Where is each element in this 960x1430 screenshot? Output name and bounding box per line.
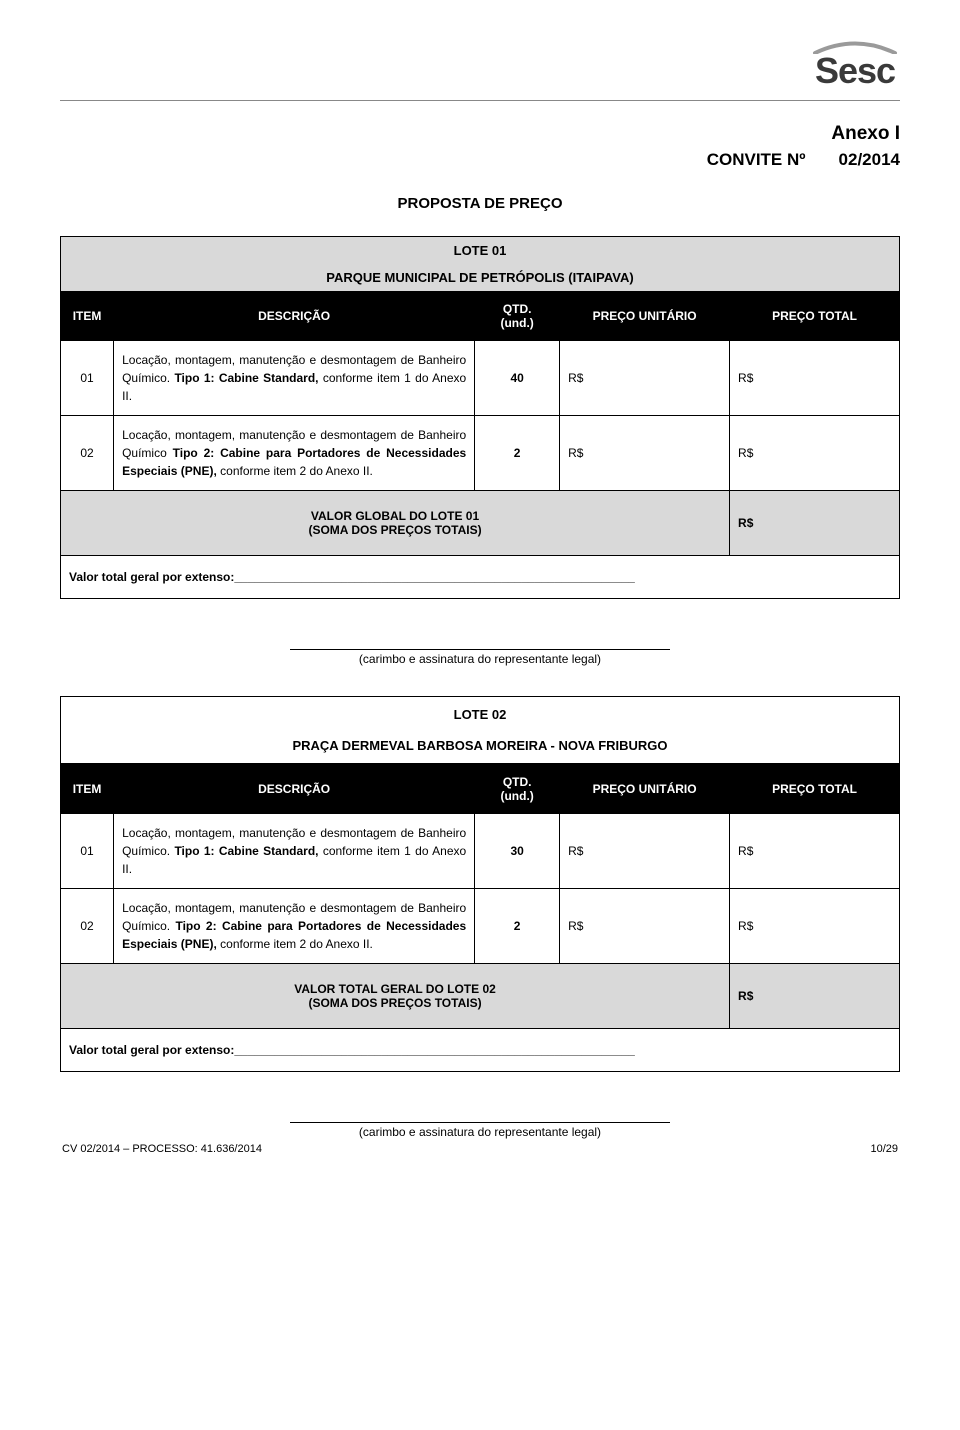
lote1-extenso-row: Valor total geral por extenso:__________… xyxy=(61,556,900,599)
page-header: Sesc xyxy=(60,40,900,101)
lote2-r2-desc-tail: conforme item 2 do Anexo II. xyxy=(217,937,373,951)
lote1-total-val: R$ xyxy=(730,491,900,556)
lote1-total-row: VALOR GLOBAL DO LOTE 01 (SOMA DOS PREÇOS… xyxy=(61,491,900,556)
lote2-r2-item: 02 xyxy=(61,889,114,964)
lote2-r2-pt: R$ xyxy=(730,889,900,964)
lote1-total-l1: VALOR GLOBAL DO LOTE 01 xyxy=(311,509,479,523)
signature-block-2: (carimbo e assinatura do representante l… xyxy=(60,1122,900,1139)
col-pu: PREÇO UNITÁRIO xyxy=(560,292,730,341)
lote1-r2-desc: Locação, montagem, manutenção e desmonta… xyxy=(114,416,475,491)
convite-num: 02/2014 xyxy=(839,150,900,169)
col-desc-2: DESCRIÇÃO xyxy=(114,765,475,814)
col-pt-2: PREÇO TOTAL xyxy=(730,765,900,814)
lote1-r1-item: 01 xyxy=(61,341,114,416)
lote2-r1-pt: R$ xyxy=(730,814,900,889)
signature-line-1 xyxy=(290,649,670,650)
lote1-r2-pt: R$ xyxy=(730,416,900,491)
lote1-title: LOTE 01 xyxy=(61,237,900,265)
page: Sesc Anexo I CONVITE Nº 02/2014 PROPOSTA… xyxy=(0,0,960,1185)
lote2-header-box: LOTE 02 PRAÇA DERMEVAL BARBOSA MOREIRA -… xyxy=(60,696,900,764)
lote1-r1-desc-bold: Tipo 1: Cabine Standard, xyxy=(174,371,318,385)
lote2-r1-desc-bold: Tipo 1: Cabine Standard, xyxy=(174,844,318,858)
lote2-total-label: VALOR TOTAL GERAL DO LOTE 02 (SOMA DOS P… xyxy=(61,964,730,1029)
lote2-columns-row: ITEM DESCRIÇÃO QTD. (und.) PREÇO UNITÁRI… xyxy=(61,765,900,814)
lote1-r2-desc-tail: conforme item 2 do Anexo II. xyxy=(217,464,373,478)
col-item: ITEM xyxy=(61,292,114,341)
lote1-row-1: 01 Locação, montagem, manutenção e desmo… xyxy=(61,341,900,416)
col-qtd-2: QTD. (und.) xyxy=(475,765,560,814)
lote2-extenso-label: Valor total geral por extenso: xyxy=(69,1043,234,1057)
lote2-r1-qtd: 30 xyxy=(475,814,560,889)
lote2-subtitle: PRAÇA DERMEVAL BARBOSA MOREIRA - NOVA FR… xyxy=(61,732,899,763)
lote2-r1-item: 01 xyxy=(61,814,114,889)
signature-text-1: (carimbo e assinatura do representante l… xyxy=(359,652,601,666)
convite-label: CONVITE Nº xyxy=(707,150,806,169)
col-item-2: ITEM xyxy=(61,765,114,814)
signature-text-2: (carimbo e assinatura do representante l… xyxy=(359,1125,601,1139)
lote2-total-row: VALOR TOTAL GERAL DO LOTE 02 (SOMA DOS P… xyxy=(61,964,900,1029)
lote2-r2-qtd: 2 xyxy=(475,889,560,964)
signature-block-1: (carimbo e assinatura do representante l… xyxy=(60,649,900,666)
footer-left: CV 02/2014 – PROCESSO: 41.636/2014 xyxy=(62,1143,262,1155)
footer-right: 10/29 xyxy=(870,1143,898,1155)
col-pu-2: PREÇO UNITÁRIO xyxy=(560,765,730,814)
lote2-extenso-row: Valor total geral por extenso:__________… xyxy=(61,1029,900,1072)
col-pt: PREÇO TOTAL xyxy=(730,292,900,341)
lote1-r1-pu: R$ xyxy=(560,341,730,416)
lote1-title-row: LOTE 01 xyxy=(61,237,900,265)
lote1-row-2: 02 Locação, montagem, manutenção e desmo… xyxy=(61,416,900,491)
lote2-r2-desc: Locação, montagem, manutenção e desmonta… xyxy=(114,889,475,964)
lote1-r2-qtd: 2 xyxy=(475,416,560,491)
lote2-row-1: 01 Locação, montagem, manutenção e desmo… xyxy=(61,814,900,889)
col-qtd: QTD. (und.) xyxy=(475,292,560,341)
lote2-r2-pu: R$ xyxy=(560,889,730,964)
lote2-row-2: 02 Locação, montagem, manutenção e desmo… xyxy=(61,889,900,964)
page-footer: CV 02/2014 – PROCESSO: 41.636/2014 10/29 xyxy=(60,1143,900,1155)
lote1-r1-pt: R$ xyxy=(730,341,900,416)
lote1-total-l2: (SOMA DOS PREÇOS TOTAIS) xyxy=(308,523,481,537)
lote2-title: LOTE 02 xyxy=(61,697,899,732)
lote2-total-l1: VALOR TOTAL GERAL DO LOTE 02 xyxy=(294,982,496,996)
lote1-r1-desc: Locação, montagem, manutenção e desmonta… xyxy=(114,341,475,416)
lote1-total-label: VALOR GLOBAL DO LOTE 01 (SOMA DOS PREÇOS… xyxy=(61,491,730,556)
sesc-logo: Sesc xyxy=(810,40,900,92)
lote1-extenso: Valor total geral por extenso:__________… xyxy=(61,556,900,599)
lote1-extenso-label: Valor total geral por extenso: xyxy=(69,570,234,584)
lote1-columns-row: ITEM DESCRIÇÃO QTD. (und.) PREÇO UNITÁRI… xyxy=(61,292,900,341)
annex-block: Anexo I CONVITE Nº 02/2014 xyxy=(60,121,900,171)
lote2-total-l2: (SOMA DOS PREÇOS TOTAIS) xyxy=(308,996,481,1010)
lote1-subtitle-row: PARQUE MUNICIPAL DE PETRÓPOLIS (ITAIPAVA… xyxy=(61,264,900,292)
annex-title: Anexo I xyxy=(60,121,900,148)
lote2-total-val: R$ xyxy=(730,964,900,1029)
lote1-r2-pu: R$ xyxy=(560,416,730,491)
lote1-r1-qtd: 40 xyxy=(475,341,560,416)
lote1-r2-item: 02 xyxy=(61,416,114,491)
lote2-extenso: Valor total geral por extenso:__________… xyxy=(61,1029,900,1072)
signature-line-2 xyxy=(290,1122,670,1123)
col-desc: DESCRIÇÃO xyxy=(114,292,475,341)
lote1-table: LOTE 01 PARQUE MUNICIPAL DE PETRÓPOLIS (… xyxy=(60,236,900,599)
lote2-r1-desc: Locação, montagem, manutenção e desmonta… xyxy=(114,814,475,889)
proposal-title: PROPOSTA DE PREÇO xyxy=(60,195,900,212)
convite-line: CONVITE Nº 02/2014 xyxy=(60,148,900,172)
lote2-table: ITEM DESCRIÇÃO QTD. (und.) PREÇO UNITÁRI… xyxy=(60,764,900,1072)
lote2-r1-pu: R$ xyxy=(560,814,730,889)
lote1-subtitle: PARQUE MUNICIPAL DE PETRÓPOLIS (ITAIPAVA… xyxy=(61,264,900,292)
logo-text: Sesc xyxy=(815,50,895,92)
